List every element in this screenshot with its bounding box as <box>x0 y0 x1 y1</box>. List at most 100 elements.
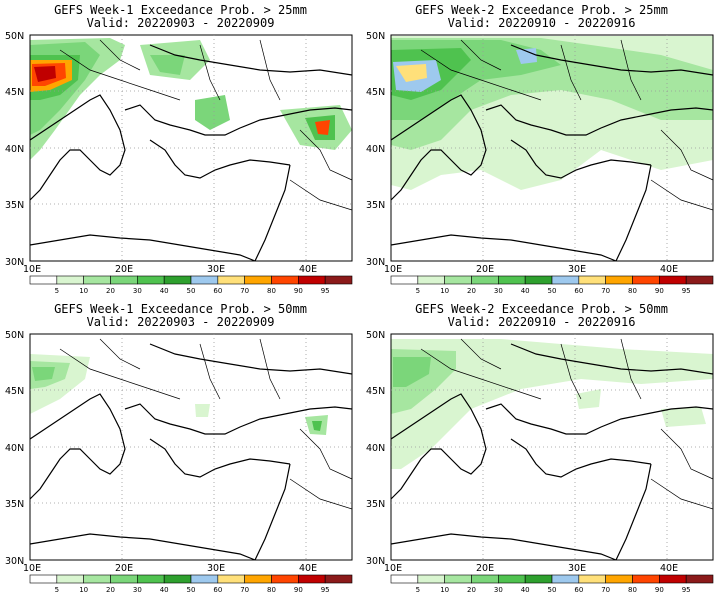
colorbar-swatch <box>390 275 419 285</box>
lat-label-50n: 50N <box>5 330 24 341</box>
lon-label-30e: 30E <box>207 264 225 275</box>
lat-label-45n: 45N <box>366 87 385 98</box>
borders <box>59 338 353 510</box>
colorbar-swatch <box>217 574 245 584</box>
colorbar-tick-label: 30 <box>133 287 142 295</box>
colorbar-tick-label: 40 <box>160 287 169 295</box>
colorbar-swatch <box>217 275 245 285</box>
colorbar-tick-label: 20 <box>467 586 476 594</box>
colorbar-tick-label: 95 <box>321 287 330 295</box>
colorbar-swatch <box>417 275 445 285</box>
colorbar-swatch <box>498 275 526 285</box>
map-panel-week1-25mm: GEFS Week-1 Exceedance Prob. > 25mm Vali… <box>0 0 361 299</box>
colorbar-swatch <box>471 275 499 285</box>
lon-label-40e: 40E <box>299 264 317 275</box>
map-figure: 50N 45N 40N 35N 30N 10E 20E 30E 40E 5 10 2… <box>366 31 714 295</box>
colorbar-swatch <box>163 574 192 584</box>
lat-label-50n: 50N <box>366 330 385 341</box>
colorbar-tick-label: 5 <box>55 586 59 594</box>
colorbar-swatch <box>298 275 326 285</box>
colorbar-swatch <box>632 574 660 584</box>
colorbar-tick-label: 60 <box>574 586 583 594</box>
colorbar-swatch <box>498 574 526 584</box>
colorbar-tick-label: 60 <box>213 586 222 594</box>
colorbar-tick-label: 90 <box>294 287 303 295</box>
colorbar-tick-label: 20 <box>467 287 476 295</box>
colorbar-swatch <box>271 275 299 285</box>
lon-label-30e: 30E <box>207 563 225 574</box>
borders <box>420 338 714 510</box>
panel-title: GEFS Week-2 Exceedance Prob. > 25mm <box>415 3 668 17</box>
colorbar-swatch <box>578 574 606 584</box>
colorbar-tick-label: 40 <box>160 586 169 594</box>
lon-label-20e: 20E <box>476 563 494 574</box>
lat-label-40n: 40N <box>366 443 385 454</box>
map-figure: 50N 45N 40N 35N 30N 10E 20E 30E 40E 5 10 2… <box>5 330 353 594</box>
colorbar-swatch <box>605 574 633 584</box>
colorbar-swatch <box>685 275 714 285</box>
colorbar-swatch <box>190 275 219 285</box>
colorbar-tick-label: 10 <box>79 586 88 594</box>
lon-label-20e: 20E <box>115 563 133 574</box>
graticule <box>30 334 352 560</box>
colorbar-tick-label: 50 <box>187 586 196 594</box>
colorbar-tick-label: 5 <box>416 287 420 295</box>
lon-label-20e: 20E <box>115 264 133 275</box>
colorbar: 5 10 20 30 40 50 60 70 80 90 95 <box>390 574 714 594</box>
colorbar-swatch <box>444 275 472 285</box>
colorbar-tick-label: 5 <box>55 287 59 295</box>
graticule <box>30 35 352 261</box>
colorbar-swatch <box>271 574 299 584</box>
colorbar-tick-label: 60 <box>574 287 583 295</box>
colorbar: 5 10 20 30 40 50 60 70 80 90 95 <box>29 574 353 594</box>
colorbar-tick-label: 80 <box>628 586 637 594</box>
colorbar-swatch <box>29 275 58 285</box>
lon-label-10e: 10E <box>384 264 402 275</box>
lon-label-20e: 20E <box>476 264 494 275</box>
colorbar-swatch <box>137 574 165 584</box>
colorbar-swatch <box>298 574 326 584</box>
colorbar-tick-label: 30 <box>133 586 142 594</box>
colorbar-tick-label: 70 <box>601 287 610 295</box>
panel-valid-date: Valid: 20220903 - 20220909 <box>86 16 275 30</box>
colorbar-tick-label: 50 <box>187 287 196 295</box>
borders <box>420 39 714 211</box>
colorbar-tick-label: 50 <box>548 287 557 295</box>
panel-title: GEFS Week-2 Exceedance Prob. > 50mm <box>415 302 668 316</box>
colorbar-tick-label: 30 <box>494 586 503 594</box>
colorbar-tick-label: 90 <box>655 287 664 295</box>
graticule <box>391 35 713 261</box>
lat-label-30n: 30N <box>5 556 24 567</box>
colorbar-swatch <box>551 275 580 285</box>
colorbar-swatch <box>444 574 472 584</box>
panel-title: GEFS Week-1 Exceedance Prob. > 25mm <box>54 3 307 17</box>
borders <box>59 39 353 211</box>
colorbar-swatch <box>632 275 660 285</box>
lat-label-50n: 50N <box>366 31 385 42</box>
graticule <box>391 334 713 560</box>
colorbar-swatch <box>137 275 165 285</box>
lat-label-35n: 35N <box>5 499 24 510</box>
colorbar: 5 10 20 30 40 50 60 70 80 90 95 <box>29 275 353 295</box>
map-figure: 50N 45N 40N 35N 30N 10E 20E 30E 40E 5 10 2… <box>366 330 714 594</box>
colorbar-swatch <box>659 574 687 584</box>
colorbar-tick-label: 95 <box>321 586 330 594</box>
panel-valid-date: Valid: 20220910 - 20220916 <box>447 315 636 329</box>
colorbar-tick-label: 70 <box>240 586 249 594</box>
colorbar-swatch <box>83 574 111 584</box>
coastlines <box>390 44 714 262</box>
colorbar-swatch <box>110 574 138 584</box>
colorbar-swatch <box>190 574 219 584</box>
colorbar-swatch <box>605 275 633 285</box>
probability-shading <box>30 354 328 435</box>
colorbar-swatch <box>163 275 192 285</box>
lat-label-30n: 30N <box>366 556 385 567</box>
lat-label-35n: 35N <box>366 200 385 211</box>
colorbar-swatch <box>417 574 445 584</box>
colorbar-tick-label: 70 <box>601 586 610 594</box>
lat-label-45n: 45N <box>366 386 385 397</box>
colorbar-tick-label: 70 <box>240 287 249 295</box>
colorbar-swatch <box>29 574 58 584</box>
colorbar-tick-label: 90 <box>294 586 303 594</box>
colorbar-swatch <box>244 574 272 584</box>
